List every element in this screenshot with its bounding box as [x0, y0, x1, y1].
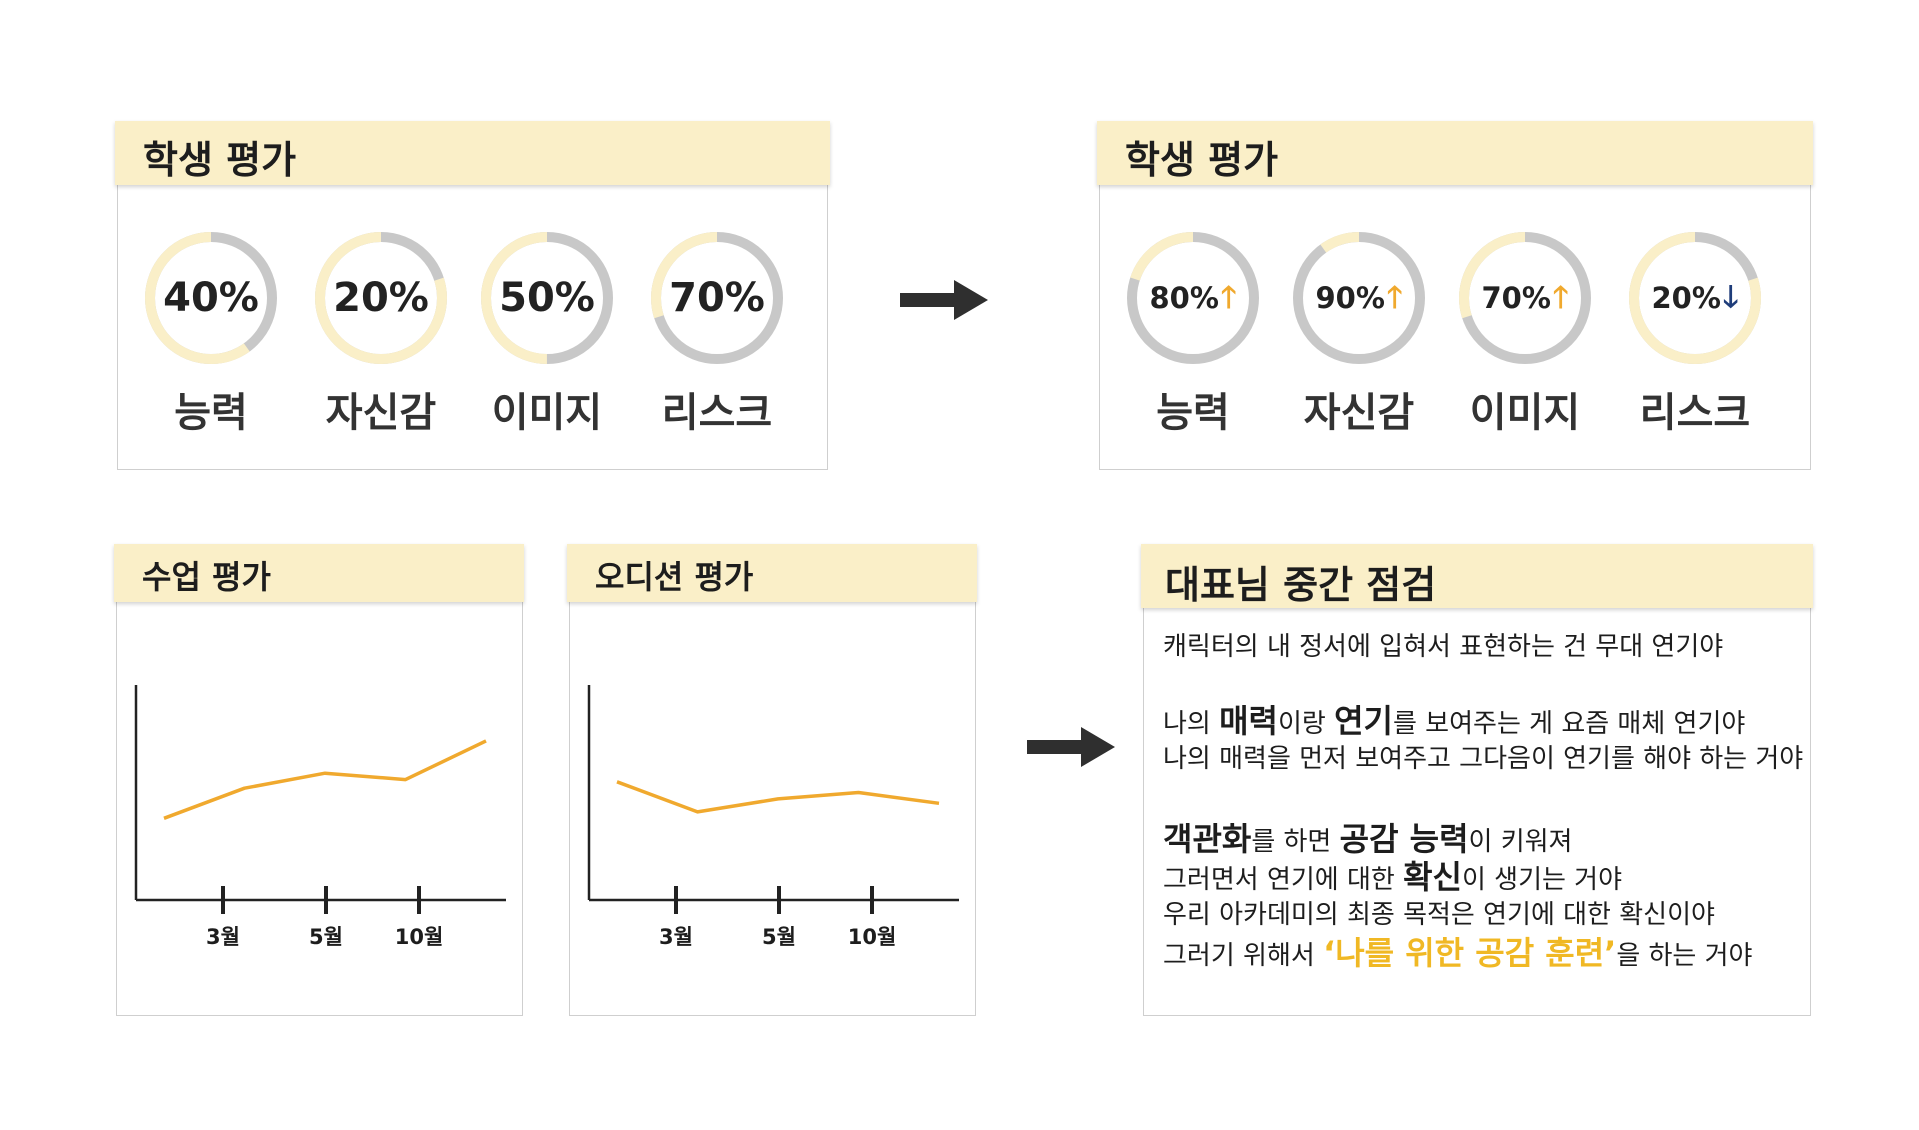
x-tick-label: 5월 [309, 925, 343, 949]
gauge-label: 자신감 [1303, 390, 1415, 436]
gauge-percent: 70% [669, 275, 765, 321]
right-arrow-icon [900, 280, 988, 320]
x-tick-label: 10월 [395, 925, 444, 949]
gauge-image-after: 70% 🡑 이미지 [1457, 230, 1593, 436]
x-tick-label: 3월 [206, 925, 240, 949]
director-review-notes: 캐릭터의 내 정서에 입혀서 표현하는 건 무대 연기야 나의 매력이랑 연기를… [1163, 628, 1823, 972]
director-review-panel [1143, 585, 1811, 1016]
ring-chart [1629, 232, 1761, 364]
gauge-percent: 70% 🡑 [1481, 280, 1569, 315]
ring-chart [1459, 232, 1591, 364]
series-line [616, 780, 940, 814]
gauge-confidence-before: 20% 자신감 [313, 230, 449, 436]
student-eval-before-title: 학생 평가 [115, 121, 830, 185]
ring-chart [315, 232, 447, 364]
gauge-percent: 80% 🡑 [1149, 280, 1237, 315]
right-arrow-icon [1027, 727, 1115, 767]
director-review-title: 대표님 중간 점검 [1141, 544, 1813, 608]
review-line: 캐릭터의 내 정서에 입혀서 표현하는 건 무대 연기야 [1163, 632, 1724, 662]
gauge-percent: 40% [163, 275, 259, 321]
class-eval-chart: 3월 5월 10월 [134, 685, 506, 949]
up-arrow-icon: 🡑 [1552, 280, 1569, 315]
student-eval-after-title: 학생 평가 [1097, 121, 1813, 185]
gauge-label: 이미지 [1469, 390, 1581, 436]
gauge-ability-after: 80% 🡑 능력 [1125, 230, 1261, 436]
audition-eval-title: 오디션 평가 [567, 544, 977, 602]
review-line: 나의 매력을 먼저 보여주고 그다음이 연기를 해야 하는 거야 [1163, 744, 1804, 774]
gauge-confidence-after: 90% 🡑 자신감 [1291, 230, 1427, 436]
up-arrow-icon: 🡑 [1386, 280, 1403, 315]
gauge-percent: 20% [333, 275, 429, 321]
gauge-image-before: 50% 이미지 [479, 230, 615, 436]
gauge-label: 이미지 [491, 390, 603, 436]
gauge-percent: 20% 🡓 [1651, 280, 1739, 315]
ring-chart [145, 232, 277, 364]
gauge-label: 능력 [174, 390, 248, 436]
up-arrow-icon: 🡑 [1220, 280, 1237, 315]
gauge-label: 능력 [1156, 390, 1230, 436]
gauge-label: 리스크 [661, 390, 773, 436]
gauge-label: 리스크 [1639, 390, 1751, 436]
student-eval-after-panel [1099, 140, 1811, 470]
x-tick-label: 10월 [848, 925, 897, 949]
series-line [163, 739, 487, 820]
review-line: 그러기 위해서 ‘나를 위한 공감 훈련’을 하는 거야 [1163, 934, 1753, 972]
gauge-risk-after: 20% 🡓 리스크 [1627, 230, 1763, 436]
x-tick-label: 5월 [762, 925, 796, 949]
ring-chart [651, 232, 783, 364]
gauge-percent: 90% 🡑 [1315, 280, 1403, 315]
down-arrow-icon: 🡓 [1722, 280, 1739, 315]
highlight-phrase: ‘나를 위한 공감 훈련’ [1323, 934, 1617, 972]
gauge-risk-before: 70% 리스크 [649, 230, 785, 436]
student-eval-before-panel [117, 140, 828, 470]
ring-chart [1127, 232, 1259, 364]
gauge-label: 자신감 [325, 390, 437, 436]
audition-eval-chart: 3월 5월 10월 [587, 685, 959, 949]
student-eval-before-gauges: 40% 능력 20% 자신감 50% 이미지 70% 리스크 [143, 230, 785, 436]
ring-chart [1293, 232, 1425, 364]
class-eval-title: 수업 평가 [114, 544, 524, 602]
ring-chart [481, 232, 613, 364]
review-line: 나의 매력이랑 연기를 보여주는 게 요즘 매체 연기야 [1163, 702, 1746, 740]
review-line: 그러면서 연기에 대한 확신이 생기는 거야 [1163, 858, 1623, 896]
review-line: 객관화를 하면 공감 능력이 키워져 [1163, 820, 1573, 858]
review-line: 우리 아카데미의 최종 목적은 연기에 대한 확신이야 [1163, 900, 1715, 930]
x-tick-label: 3월 [659, 925, 693, 949]
gauge-percent: 50% [499, 275, 595, 321]
student-eval-after-gauges: 80% 🡑 능력 90% 🡑 자신감 70% 🡑 이미지 [1125, 230, 1763, 436]
gauge-ability-before: 40% 능력 [143, 230, 279, 436]
